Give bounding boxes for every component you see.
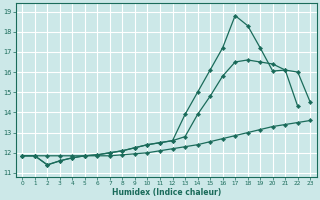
X-axis label: Humidex (Indice chaleur): Humidex (Indice chaleur) — [112, 188, 221, 197]
